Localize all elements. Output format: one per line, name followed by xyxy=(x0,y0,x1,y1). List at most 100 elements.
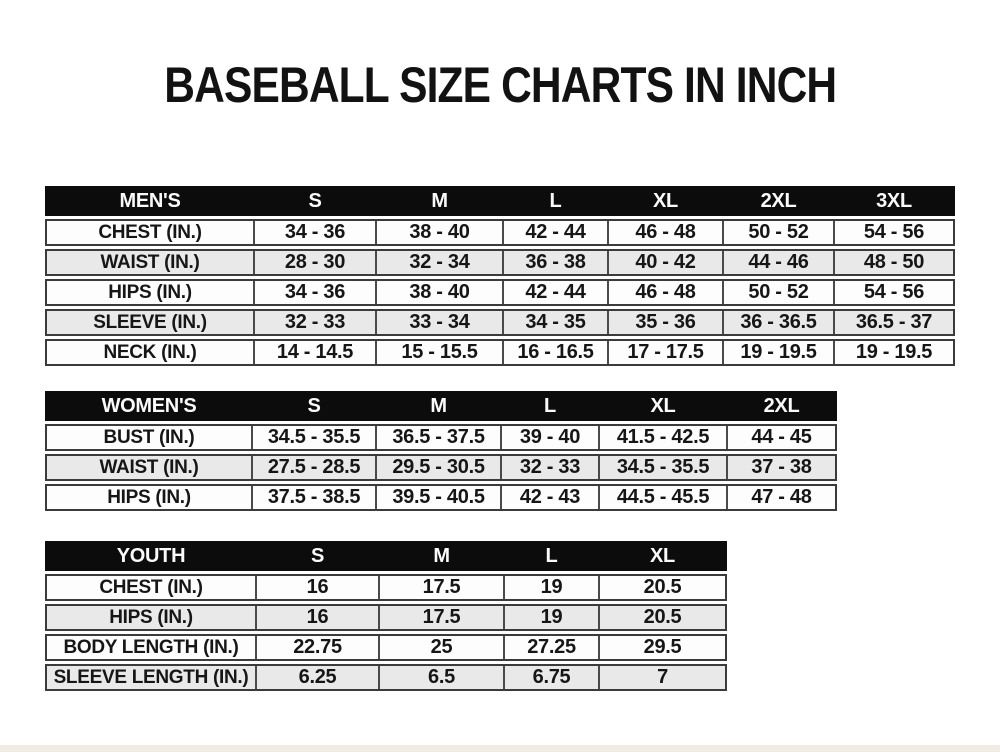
table-row: SLEEVE (IN.) 32 - 33 33 - 34 34 - 35 35 - 36… xyxy=(45,309,955,336)
value-cell: 48 - 50 xyxy=(833,251,953,274)
value-cell: 34.5 - 35.5 xyxy=(598,456,726,479)
value-cell: 16 xyxy=(255,606,378,629)
size-header-cell: XL xyxy=(607,188,722,214)
row-label: BUST (IN.) xyxy=(103,426,195,448)
value-cell: 33 - 34 xyxy=(375,311,502,334)
value-cell: 38 - 40 xyxy=(375,281,502,304)
table-name-cell: MEN'S xyxy=(119,189,181,212)
value-cell: 39.5 - 40.5 xyxy=(375,486,500,509)
size-header-cell: 3XL xyxy=(833,188,953,214)
row-label: HIPS (IN.) xyxy=(108,281,192,303)
row-label: WAIST (IN.) xyxy=(99,456,199,478)
value-cell: 16 - 16.5 xyxy=(502,341,607,364)
row-label: NECK (IN.) xyxy=(103,341,197,363)
table-row: WAIST (IN.) 28 - 30 32 - 34 36 - 38 40 - 42 4… xyxy=(45,249,955,276)
table-row: BUST (IN.) 34.5 - 35.5 36.5 - 37.5 39 - 40 4… xyxy=(45,424,837,451)
size-header-cell: M xyxy=(375,393,500,419)
value-cell: 35 - 36 xyxy=(607,311,722,334)
value-cell: 32 - 33 xyxy=(253,311,375,334)
table-header-row: YOUTH S M L XL xyxy=(45,541,727,571)
value-cell: 36 - 36.5 xyxy=(722,311,833,334)
value-cell: 36 - 38 xyxy=(502,251,607,274)
value-cell: 34.5 - 35.5 xyxy=(251,426,375,449)
table-row: NECK (IN.) 14 - 14.5 15 - 15.5 16 - 16.5 17 … xyxy=(45,339,955,366)
value-cell: 19 - 19.5 xyxy=(833,341,953,364)
size-header-cell: 2XL xyxy=(722,188,833,214)
value-cell: 36.5 - 37.5 xyxy=(375,426,500,449)
row-label: SLEEVE LENGTH (IN.) xyxy=(53,666,249,688)
size-header-cell: M xyxy=(375,188,502,214)
value-cell: 15 - 15.5 xyxy=(375,341,502,364)
size-chart-page: BASEBALL SIZE CHARTS IN INCH MEN'S S M L XL 2… xyxy=(45,57,955,691)
value-cell: 32 - 34 xyxy=(375,251,502,274)
value-cell: 6.5 xyxy=(378,666,503,689)
value-cell: 7 xyxy=(598,666,725,689)
value-cell: 37 - 38 xyxy=(726,456,835,479)
value-cell: 54 - 56 xyxy=(833,281,953,304)
table-row: HIPS (IN.) 34 - 36 38 - 40 42 - 44 46 - 48 50… xyxy=(45,279,955,306)
table-header-row: WOMEN'S S M L XL 2XL xyxy=(45,391,837,421)
value-cell: 34 - 36 xyxy=(253,281,375,304)
value-cell: 41.5 - 42.5 xyxy=(598,426,726,449)
row-label: HIPS (IN.) xyxy=(109,606,193,628)
value-cell: 47 - 48 xyxy=(726,486,835,509)
value-cell: 54 - 56 xyxy=(833,221,953,244)
size-header-cell: 2XL xyxy=(726,393,835,419)
value-cell: 28 - 30 xyxy=(253,251,375,274)
value-cell: 50 - 52 xyxy=(722,221,833,244)
table-row: HIPS (IN.) 37.5 - 38.5 39.5 - 40.5 42 - 43 4… xyxy=(45,484,837,511)
row-label: WAIST (IN.) xyxy=(100,251,200,273)
value-cell: 17.5 xyxy=(378,606,503,629)
value-cell: 27.25 xyxy=(503,636,598,659)
value-cell: 42 - 44 xyxy=(502,281,607,304)
table-header-row: MEN'S S M L XL 2XL 3XL xyxy=(45,186,955,216)
size-header-cell: S xyxy=(253,188,375,214)
value-cell: 6.25 xyxy=(255,666,378,689)
men-s-size-table: MEN'S S M L XL 2XL 3XL CHEST (IN.) 34 - 36 38 - 4… xyxy=(45,186,955,366)
size-header-cell: L xyxy=(500,393,598,419)
value-cell: 22.75 xyxy=(255,636,378,659)
women-s-size-table: WOMEN'S S M L XL 2XL BUST (IN.) 34.5 - 35.5 36.5… xyxy=(45,391,837,511)
size-header-cell: S xyxy=(251,393,375,419)
row-label: BODY LENGTH (IN.) xyxy=(63,636,239,658)
table-row: SLEEVE LENGTH (IN.) 6.25 6.5 6.75 7 xyxy=(45,664,727,691)
value-cell: 17 - 17.5 xyxy=(607,341,722,364)
value-cell: 38 - 40 xyxy=(375,221,502,244)
table-row: HIPS (IN.) 16 17.5 19 20.5 xyxy=(45,604,727,631)
value-cell: 46 - 48 xyxy=(607,281,722,304)
value-cell: 20.5 xyxy=(598,606,725,629)
table-row: WAIST (IN.) 27.5 - 28.5 29.5 - 30.5 32 - 33… xyxy=(45,454,837,481)
value-cell: 19 - 19.5 xyxy=(722,341,833,364)
size-header-cell: L xyxy=(502,188,607,214)
value-cell: 42 - 43 xyxy=(500,486,598,509)
value-cell: 25 xyxy=(378,636,503,659)
value-cell: 50 - 52 xyxy=(722,281,833,304)
value-cell: 44.5 - 45.5 xyxy=(598,486,726,509)
value-cell: 6.75 xyxy=(503,666,598,689)
page-title-text: BASEBALL SIZE CHARTS IN INCH xyxy=(164,57,837,113)
table-row: BODY LENGTH (IN.) 22.75 25 27.25 29.5 xyxy=(45,634,727,661)
row-label: CHEST (IN.) xyxy=(98,221,202,243)
value-cell: 20.5 xyxy=(598,576,725,599)
scan-artifact-strip xyxy=(0,745,1000,752)
size-header-cell: M xyxy=(378,543,503,569)
value-cell: 29.5 - 30.5 xyxy=(375,456,500,479)
value-cell: 34 - 35 xyxy=(502,311,607,334)
value-cell: 40 - 42 xyxy=(607,251,722,274)
value-cell: 46 - 48 xyxy=(607,221,722,244)
value-cell: 16 xyxy=(255,576,378,599)
table-name-cell: YOUTH xyxy=(116,544,186,567)
value-cell: 37.5 - 38.5 xyxy=(251,486,375,509)
value-cell: 42 - 44 xyxy=(502,221,607,244)
table-name-cell: WOMEN'S xyxy=(101,394,197,417)
value-cell: 27.5 - 28.5 xyxy=(251,456,375,479)
youth-size-table: YOUTH S M L XL CHEST (IN.) 16 17.5 19 20.5 HIPS (I… xyxy=(45,541,727,691)
value-cell: 17.5 xyxy=(378,576,503,599)
row-label: HIPS (IN.) xyxy=(107,486,191,508)
value-cell: 36.5 - 37 xyxy=(833,311,953,334)
row-label: CHEST (IN.) xyxy=(99,576,203,598)
value-cell: 44 - 45 xyxy=(726,426,835,449)
value-cell: 34 - 36 xyxy=(253,221,375,244)
size-header-cell: XL xyxy=(598,543,725,569)
size-header-cell: L xyxy=(503,543,598,569)
